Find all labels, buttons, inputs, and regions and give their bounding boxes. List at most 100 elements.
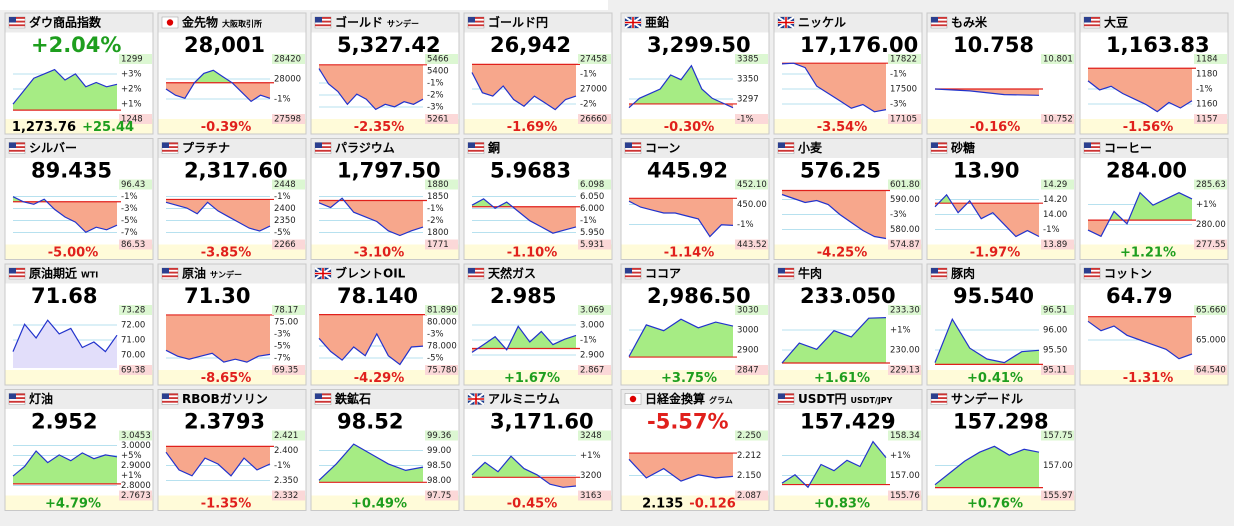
headline: 157.298 xyxy=(953,410,1049,434)
axis-label: 155.76 xyxy=(890,491,920,501)
axis-label: 2400 xyxy=(274,204,296,214)
footer-value: -1.69% xyxy=(507,120,558,135)
axis-label: 99.00 xyxy=(427,446,451,456)
price-line xyxy=(165,201,271,232)
flag-stripe xyxy=(315,142,331,145)
flag-canton xyxy=(162,393,169,399)
flag-canton xyxy=(315,393,322,399)
price-line xyxy=(165,451,271,477)
area-down xyxy=(13,201,117,233)
flag xyxy=(777,142,795,154)
axis-label: 2900 xyxy=(737,346,759,356)
area-down xyxy=(319,200,423,236)
low-label-bg xyxy=(578,365,611,375)
flag-stripe xyxy=(468,20,484,23)
flag-canton xyxy=(468,268,475,274)
low-label-bg xyxy=(888,114,921,124)
axis-label: 64.540 xyxy=(1196,366,1226,376)
axis-label: 3248 xyxy=(580,431,602,441)
flag-stripe xyxy=(1084,275,1100,278)
flag-stripe xyxy=(9,268,25,270)
flag xyxy=(8,267,26,280)
flag-stripe xyxy=(778,142,794,145)
tile-name: 豚肉 xyxy=(951,266,975,281)
area-down xyxy=(629,198,733,237)
tile-name: 日経金換算 xyxy=(645,391,705,406)
price-line xyxy=(781,62,887,113)
area-down xyxy=(1088,316,1192,359)
tile-name: プラチナ xyxy=(182,140,230,155)
footer-value: -1.97% xyxy=(970,245,1021,260)
axis-label: 27458 xyxy=(580,55,607,65)
area-up xyxy=(13,69,117,111)
flag-stripe xyxy=(315,17,331,19)
area-down xyxy=(1088,68,1192,112)
axis-label: 1184 xyxy=(1196,55,1218,65)
tile-name: RBOBガソリン xyxy=(182,391,268,406)
axis-label: -1% xyxy=(427,79,444,89)
flag-stripe xyxy=(9,393,25,396)
area-up xyxy=(319,444,423,483)
flag-stripe xyxy=(931,400,947,403)
tile-name: ココア xyxy=(645,267,681,281)
high-label-bg xyxy=(425,54,458,64)
flag-cross-red xyxy=(625,17,641,28)
flag-stripe xyxy=(468,268,484,270)
axis-label: 280.00 xyxy=(1196,220,1226,230)
tile-header xyxy=(1080,264,1228,284)
flag-canton xyxy=(9,142,16,148)
flag xyxy=(314,267,332,280)
axis-label: 2448 xyxy=(274,180,296,190)
axis-label: +1% xyxy=(121,471,142,481)
axis-label: 14.00 xyxy=(1043,210,1067,220)
tile-name: 金先物 xyxy=(182,15,218,30)
footer-band xyxy=(1080,244,1228,259)
high-label-bg xyxy=(888,430,921,441)
footer-value: +1.61% xyxy=(814,371,870,386)
flag xyxy=(624,267,642,280)
price-line xyxy=(781,317,887,364)
price-line xyxy=(12,319,118,353)
flag-stripe xyxy=(315,20,331,23)
headline: 78.140 xyxy=(337,284,418,308)
flag xyxy=(8,16,26,29)
axis-label: 65.660 xyxy=(1196,306,1226,316)
flag-stripe xyxy=(778,268,794,270)
headline: 89.435 xyxy=(31,159,112,183)
area-down xyxy=(540,477,576,488)
axis-label: -1% xyxy=(580,336,597,346)
area-up xyxy=(477,326,576,349)
tile-header xyxy=(311,139,459,158)
footer-band xyxy=(311,370,459,385)
headline: 28,001 xyxy=(184,33,265,57)
axis-label: 157.00 xyxy=(1043,461,1073,471)
flag-stripe xyxy=(9,146,25,149)
footer-value: -8.65% xyxy=(201,371,252,386)
low-label-bg xyxy=(272,239,305,250)
high-label-bg xyxy=(119,179,152,190)
axis-label: 6.050 xyxy=(580,192,604,202)
footer: -4.29% xyxy=(354,371,405,386)
flag-stripe xyxy=(778,400,794,403)
flag-stripe xyxy=(1084,146,1100,149)
tile-header xyxy=(311,13,459,33)
axis-label: 80.000 xyxy=(427,318,457,328)
footer-value: -0.126 xyxy=(689,496,736,511)
flag-stripe xyxy=(931,275,947,278)
flag-canton xyxy=(931,393,938,399)
flag-stripe xyxy=(9,275,25,278)
footer-value: 1,273.76 xyxy=(12,120,76,135)
footer-band xyxy=(158,119,306,134)
price-line xyxy=(934,88,1040,96)
area-down xyxy=(166,446,270,476)
high-label-bg xyxy=(425,179,458,190)
footer-band xyxy=(621,370,769,385)
flag-canton xyxy=(625,268,632,274)
high-label-bg xyxy=(425,305,458,315)
footer-value: -0.16% xyxy=(970,120,1021,135)
axis-label: 78.17 xyxy=(274,306,298,316)
flag-canton xyxy=(1084,17,1091,23)
flag xyxy=(8,393,26,405)
low-label-bg xyxy=(735,239,768,250)
price-line xyxy=(471,72,577,111)
